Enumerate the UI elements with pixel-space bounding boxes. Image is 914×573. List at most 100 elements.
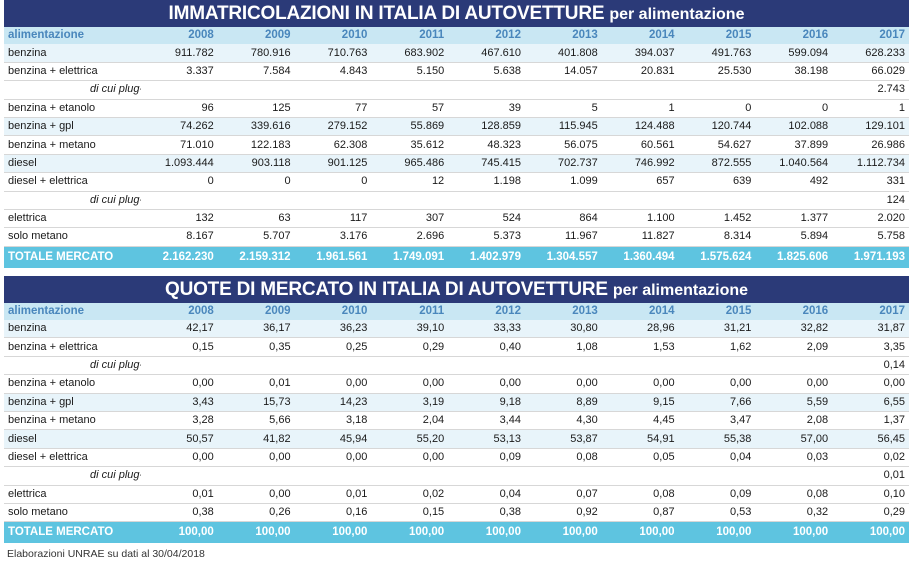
table-cell: 26.986 [832, 135, 909, 155]
table-cell: 45,94 [294, 429, 372, 449]
table-cell: 14.057 [524, 62, 602, 82]
table-cell: 100,00 [601, 521, 679, 544]
table-cell: 3,19 [371, 393, 449, 413]
table-cell [755, 466, 833, 486]
column-header-year: 2011 [419, 29, 445, 42]
table-cell: 39 [448, 99, 525, 118]
row-label: diesel + elettrica [4, 172, 141, 192]
table-cell: 57 [371, 99, 449, 118]
table-cell: 1,53 [601, 337, 679, 357]
row-label: benzina + etanolo [4, 99, 141, 118]
table-cell [678, 191, 756, 210]
table-cell: 683.902 [371, 44, 449, 63]
table-cell: 0,00 [755, 374, 833, 394]
table-cell [524, 356, 602, 376]
row-label: TOTALE MERCATO [4, 246, 141, 268]
table-cell: 30,80 [524, 320, 602, 339]
table-cell: 77 [294, 99, 372, 118]
table-cell: 0,87 [601, 503, 679, 523]
table-cell: 0 [294, 172, 372, 192]
table-cell: 12 [371, 172, 449, 192]
table-cell: 657 [601, 172, 679, 192]
table-cell: 780.916 [217, 44, 295, 63]
table-cell: 55,20 [371, 429, 449, 449]
table-cell: 0,29 [832, 503, 909, 523]
table-cell: 0,00 [448, 374, 525, 394]
table-cell: 3,44 [448, 411, 525, 431]
row-label: diesel + elettrica [4, 448, 141, 468]
row-label: benzina [4, 320, 141, 339]
table-cell: 2,09 [755, 337, 833, 357]
table-cell: 0,00 [524, 374, 602, 394]
table-cell: 2,04 [371, 411, 449, 431]
table-cell: 37.899 [755, 135, 833, 155]
table-cell: 100,00 [524, 521, 602, 544]
table-row: elettrica 0,01 0,00 0,01 0,02 0,04 0,07 0,08 0,0… [4, 485, 909, 504]
table-cell: 3,28 [141, 411, 218, 431]
table-cell: 129.101 [832, 117, 909, 137]
table-cell [448, 356, 525, 376]
row-label: di cui plug-in [4, 466, 141, 486]
table-cell: 96 [141, 99, 218, 118]
registrations-title: IMMATRICOLAZIONI IN ITALIA DI AUTOVETTUR… [168, 3, 605, 24]
table-cell: 41,82 [217, 429, 295, 449]
row-label: benzina + metano [4, 135, 141, 155]
table-row: benzina + etanolo 96 125 77 57 39 5 1 0 0 1 [4, 99, 909, 118]
table-cell: 1.825.606 [755, 246, 833, 268]
row-label: solo metano [4, 503, 141, 523]
table-cell: 3.337 [141, 62, 218, 82]
table-cell: 5.894 [755, 227, 833, 247]
table-row: benzina + etanolo 0,00 0,01 0,00 0,00 0,00 0,0… [4, 374, 909, 394]
table-cell: 4,30 [524, 411, 602, 431]
table-cell: 57,00 [755, 429, 833, 449]
table-cell: 1,08 [524, 337, 602, 357]
table-cell [141, 356, 218, 376]
table-cell: 124 [832, 191, 909, 210]
table-cell: 0,02 [371, 485, 449, 504]
table-cell: 0,15 [141, 337, 218, 357]
table-cell: 5.150 [371, 62, 449, 82]
table-cell: 122.183 [217, 135, 295, 155]
table-cell [448, 191, 525, 210]
table-cell: 53,13 [448, 429, 525, 449]
row-label: di cui plug-in [4, 191, 141, 210]
table-cell: 2.159.312 [217, 246, 295, 268]
table-cell: 32,82 [755, 320, 833, 339]
table-cell: 115.945 [524, 117, 602, 137]
table-cell: 1,37 [832, 411, 909, 431]
table-cell: 0,00 [371, 374, 449, 394]
table-row: diesel 50,57 41,82 45,94 55,20 53,13 53,87 54,9… [4, 429, 909, 449]
column-header-year: 2010 [341, 29, 368, 42]
table-cell: 1.040.564 [755, 154, 833, 174]
table-cell: 0 [678, 99, 756, 118]
table-cell: 0,08 [755, 485, 833, 504]
table-cell: 54.627 [678, 135, 756, 155]
table-cell: 124.488 [601, 117, 679, 137]
table-cell [294, 466, 372, 486]
table-cell: 0,03 [755, 448, 833, 468]
table-cell: 0,00 [217, 485, 295, 504]
column-header-year: 2013 [572, 29, 598, 42]
table-cell: 5.638 [448, 62, 525, 82]
table-cell: 524 [448, 209, 525, 229]
table-cell: 100,00 [448, 521, 525, 544]
table-row: benzina + elettrica 3.337 7.584 4.843 5.150 5… [4, 62, 909, 82]
total-row: TOTALE MERCATO 100,00 100,00 100,00 100,00 10… [4, 521, 909, 544]
row-label: benzina + elettrica [4, 62, 141, 82]
table-cell [678, 356, 756, 376]
table-cell: 7,66 [678, 393, 756, 413]
table-cell: 0,07 [524, 485, 602, 504]
plugin-subrow: di cui plug-in 2.743 [4, 80, 909, 100]
column-header-year: 2012 [495, 304, 521, 317]
table-cell: 56.075 [524, 135, 602, 155]
table-cell: 702.737 [524, 154, 602, 174]
table-cell: 279.152 [294, 117, 372, 137]
table-cell [755, 356, 833, 376]
table-cell: 710.763 [294, 44, 372, 63]
table-cell: 25.530 [678, 62, 756, 82]
table-cell: 3,43 [141, 393, 218, 413]
column-header-year: 2017 [879, 29, 905, 42]
column-header-year: 2010 [341, 304, 368, 317]
table-cell: 864 [524, 209, 602, 229]
table-cell: 0,09 [678, 485, 756, 504]
